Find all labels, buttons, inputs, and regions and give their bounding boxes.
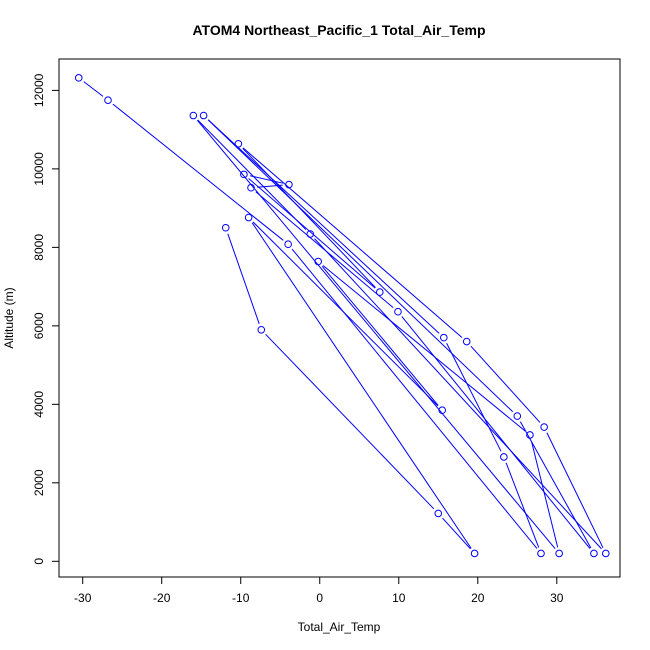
- data-point: [439, 333, 448, 342]
- data-point: [470, 549, 479, 558]
- data-point: [257, 325, 266, 334]
- data-point: [240, 170, 248, 179]
- x-axis-label: Total_Air_Temp: [298, 620, 381, 634]
- data-point: [285, 180, 293, 189]
- data-point: [234, 139, 243, 148]
- series-line-segment: [322, 265, 526, 432]
- series-line-segment: [252, 221, 439, 407]
- series-line-segment: [505, 462, 540, 548]
- x-axis: -30 -20 -10 0 10 20 30: [74, 576, 564, 605]
- data-point: [526, 431, 534, 439]
- data-point: [221, 223, 230, 232]
- series-line-segment: [265, 333, 435, 510]
- series-line-segment: [470, 345, 541, 423]
- series-line-segment: [197, 119, 307, 230]
- data-point: [189, 111, 198, 120]
- data-point: [555, 549, 563, 558]
- series-points: [74, 74, 610, 558]
- data-point: [540, 423, 548, 431]
- x-tick-label: -10: [232, 591, 250, 605]
- y-tick-label: 6000: [32, 312, 46, 339]
- data-point: [434, 509, 443, 518]
- series-line-segment: [442, 517, 471, 550]
- x-tick-label: 20: [471, 591, 485, 605]
- y-tick-label: 10000: [32, 152, 46, 186]
- data-point: [601, 549, 610, 558]
- data-point: [462, 337, 471, 346]
- x-tick-label: -20: [153, 591, 171, 605]
- y-tick-label: 12000: [32, 73, 46, 107]
- series-line-segment: [112, 103, 284, 241]
- series-line-segment: [248, 178, 376, 289]
- series-line-segment: [207, 119, 440, 334]
- data-point: [284, 240, 292, 249]
- y-tick-label: 0: [32, 558, 46, 565]
- data-point: [199, 111, 208, 120]
- series-line-segment: [249, 175, 283, 184]
- data-point: [74, 74, 83, 82]
- data-point: [590, 549, 598, 558]
- series-line-segment: [446, 342, 502, 452]
- series-line-segment: [251, 222, 472, 549]
- data-point: [244, 213, 253, 222]
- y-axis: 0 2000 4000 6000 8000 10000 12000: [32, 73, 60, 565]
- series-line-segment: [196, 120, 556, 549]
- y-tick-label: 2000: [32, 469, 46, 496]
- y-tick-label: 4000: [32, 391, 46, 418]
- y-tick-label: 8000: [32, 234, 46, 261]
- series-line-segment: [242, 147, 463, 338]
- series-line-segment: [242, 147, 376, 288]
- data-point: [513, 412, 522, 420]
- data-point: [375, 288, 384, 296]
- data-point: [500, 453, 508, 461]
- data-point: [394, 307, 402, 316]
- data-point: [537, 549, 545, 558]
- chart-title: ATOM4 Northeast_Pacific_1 Total_Air_Temp: [192, 22, 485, 38]
- series-line-segment: [291, 248, 538, 549]
- data-point: [314, 257, 322, 266]
- series-line-segment: [321, 265, 439, 406]
- data-point: [104, 96, 112, 105]
- x-tick-label: 30: [550, 591, 564, 605]
- data-point: [438, 406, 447, 415]
- x-tick-label: -30: [74, 591, 92, 605]
- x-tick-label: 0: [316, 591, 323, 605]
- data-point: [247, 183, 255, 192]
- series-line-segment: [314, 238, 602, 550]
- series-line-segment: [227, 233, 260, 325]
- series-line-segment: [207, 119, 514, 413]
- series-line-segment: [546, 432, 604, 549]
- series-line-segment: [530, 440, 559, 548]
- x-tick-label: 10: [392, 591, 406, 605]
- series-lines: [83, 81, 604, 550]
- series-line-segment: [83, 81, 104, 97]
- data-point: [306, 230, 315, 238]
- y-axis-label: Altitude (m): [2, 287, 16, 348]
